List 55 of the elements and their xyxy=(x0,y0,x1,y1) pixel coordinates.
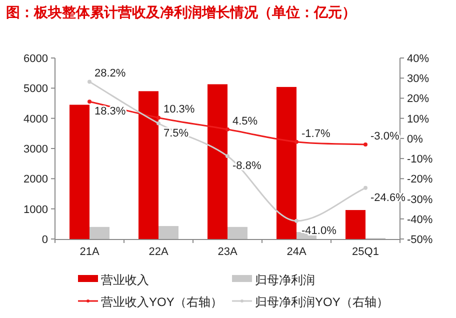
y2-tick-label: 20% xyxy=(407,93,430,106)
point xyxy=(88,80,92,84)
point xyxy=(156,121,160,126)
y2-tick-label: -30% xyxy=(407,194,433,206)
y-tick-label: 3000 xyxy=(24,144,48,156)
bar xyxy=(208,84,228,239)
y-tick-label: 0 xyxy=(42,234,48,246)
bar xyxy=(138,91,158,239)
point xyxy=(294,218,298,223)
legend-label: 归母净利润 xyxy=(255,273,315,287)
data-label: -3.0% xyxy=(370,130,400,142)
point xyxy=(364,142,368,146)
y-tick-label: 4000 xyxy=(24,113,48,126)
bar xyxy=(90,226,110,239)
bar xyxy=(276,86,296,239)
data-label: -41.0% xyxy=(302,224,337,237)
y2-tick-label: 10% xyxy=(407,113,430,126)
chart-title: 图：板块整体累计营收及净利润增长情况（单位：亿元） xyxy=(6,4,356,20)
x-tick-label: 23A xyxy=(218,246,238,258)
data-label: 10.3% xyxy=(164,104,195,116)
legend-label: 营业收入YOY（右轴） xyxy=(101,295,222,309)
point xyxy=(226,127,230,132)
x-tick-label: 22A xyxy=(148,246,169,258)
data-label: 28.2% xyxy=(94,68,126,80)
bar xyxy=(228,226,248,239)
point xyxy=(156,116,160,120)
data-label: 7.5% xyxy=(164,127,189,140)
data-label: 18.3% xyxy=(94,106,126,118)
y-tick-label: 2000 xyxy=(24,174,48,186)
y2-tick-label: 40% xyxy=(407,53,430,65)
y2-tick-label: -50% xyxy=(407,234,433,246)
legend-label: 营业收入 xyxy=(101,273,149,287)
x-tick-label: 24A xyxy=(286,246,307,258)
y2-tick-label: -40% xyxy=(407,214,433,226)
y-tick-label: 6000 xyxy=(24,53,48,65)
data-label: -8.8% xyxy=(232,160,262,172)
y-tick-label: 1000 xyxy=(24,204,48,216)
x-tick-label: 25Q1 xyxy=(352,246,379,258)
y2-tick-label: 30% xyxy=(407,73,430,86)
y2-tick-label: -20% xyxy=(407,174,433,186)
data-label: -1.7% xyxy=(302,128,330,140)
legend-label: 归母净利润YOY（右轴） xyxy=(255,295,388,309)
point xyxy=(226,154,230,158)
y2-tick-label: -10% xyxy=(407,154,433,166)
point xyxy=(88,100,92,104)
y-tick-label: 5000 xyxy=(24,83,48,96)
bar xyxy=(158,226,178,239)
bar xyxy=(346,210,366,239)
bar xyxy=(70,104,90,239)
point xyxy=(294,140,298,144)
point xyxy=(364,186,368,190)
data-label: -24.6% xyxy=(370,192,406,204)
y2-tick-label: 0% xyxy=(407,133,424,146)
x-tick-label: 21A xyxy=(80,246,100,258)
data-label: 4.5% xyxy=(232,115,258,128)
